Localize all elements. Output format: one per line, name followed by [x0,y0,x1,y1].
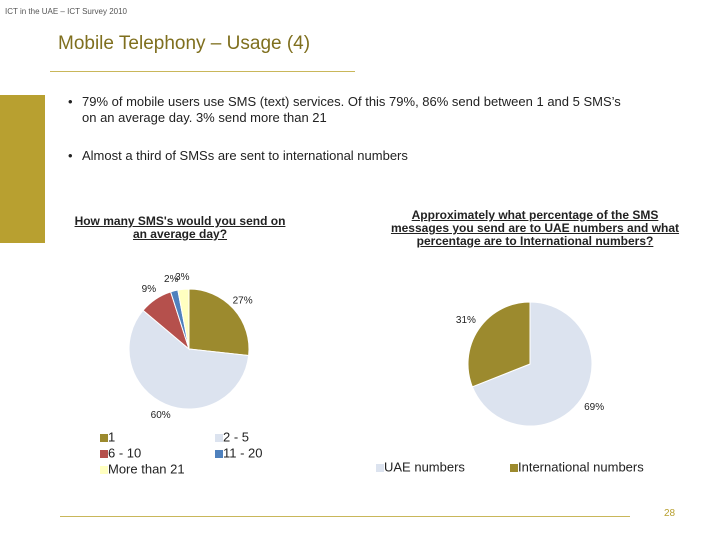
footer-rule [60,516,630,517]
pie-slice [188,288,250,357]
bullet: Almost a third of SMSs are sent to inter… [68,148,628,164]
legend-label: 2 - 5 [223,429,249,444]
legend-swatch [100,450,108,458]
legend-swatch [100,466,108,474]
page-number: 28 [664,508,676,519]
data-label: 60% [151,410,171,421]
bullet-list: 79% of mobile users use SMS (text) servi… [68,94,628,186]
legend-label: International numbers [518,459,644,474]
side-bar [0,95,45,243]
data-label: 69% [584,402,604,413]
data-label: 31% [456,315,476,326]
slide-title: Mobile Telephony – Usage (4) [58,33,311,54]
pie-slice [467,301,531,388]
pie-slice [177,288,190,350]
pie-slice [471,301,593,427]
bullet: 79% of mobile users use SMS (text) servi… [68,94,628,126]
legend-swatch [510,464,518,472]
legend-label: 1 [108,429,115,444]
chart-title: Approximately what percentage of the SMS… [390,208,680,248]
legend-label: 11 - 20 [223,445,263,460]
pie-slice [128,309,250,410]
legend-swatch [215,434,223,442]
data-label: 2% [164,274,179,285]
legend-swatch [376,464,384,472]
chart-title: How many SMS's would you send on an aver… [74,214,286,241]
legend-label: 6 - 10 [108,445,141,460]
data-label: 3% [175,272,190,283]
data-label: 27% [233,296,253,307]
title-rule [50,71,355,72]
header: ICT in the UAE – ICT Survey 2010 [5,7,127,16]
legend-swatch [215,450,223,458]
legend-label: UAE numbers [384,459,465,474]
legend-swatch [100,434,108,442]
data-label: 9% [142,284,157,295]
legend-label: More than 21 [108,461,185,476]
